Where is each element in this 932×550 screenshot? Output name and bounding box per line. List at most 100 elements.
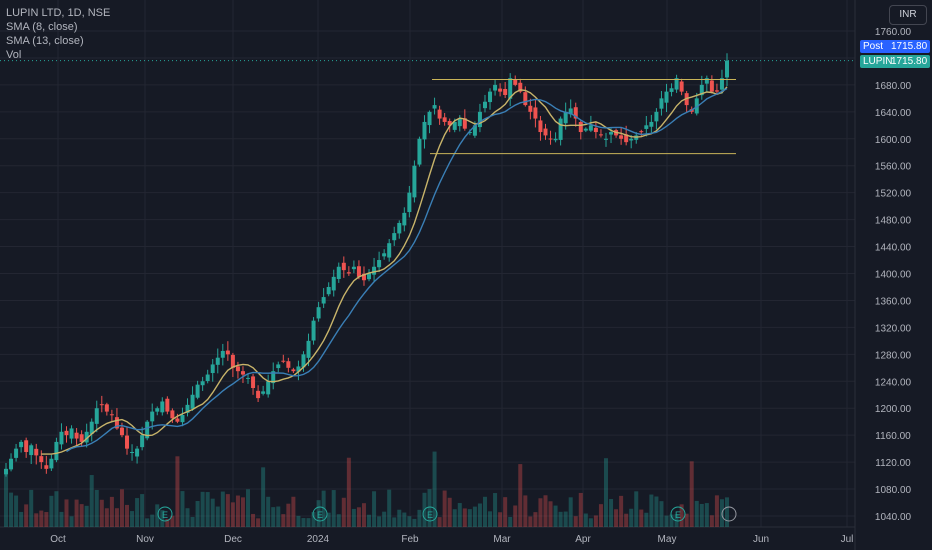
candle-body <box>44 465 49 469</box>
volume-bar <box>356 507 361 527</box>
candle-body <box>119 427 124 436</box>
volume-bar <box>246 489 251 527</box>
volume-bar <box>493 493 498 527</box>
candle-body <box>190 394 195 409</box>
volume-bar <box>523 495 528 527</box>
earnings-letter: E <box>317 510 323 520</box>
chart-legend: LUPIN LTD, 1D, NSE SMA (8, close) SMA (1… <box>6 6 110 62</box>
volume-bar <box>251 513 256 527</box>
volume-bar <box>29 489 34 527</box>
symbol-title[interactable]: LUPIN LTD, 1D, NSE <box>6 7 111 19</box>
earnings-letter: E <box>675 510 681 520</box>
volume-bar <box>452 509 457 527</box>
earnings-marker-icon <box>157 506 173 522</box>
candle-body <box>558 118 563 140</box>
volume-bar <box>261 467 266 527</box>
volume-bar <box>215 506 220 527</box>
volume-bar <box>508 516 513 527</box>
candle-body <box>160 401 165 413</box>
candle-body <box>286 361 291 368</box>
candle-body <box>533 107 538 119</box>
volume-bar <box>24 504 29 527</box>
candle-body <box>49 458 54 469</box>
sma13-line <box>66 87 728 453</box>
volume-bar <box>392 517 397 527</box>
candle-body <box>674 78 679 90</box>
volume-bar <box>54 491 59 527</box>
earnings-letter: E <box>162 510 168 520</box>
candle-body <box>377 260 382 268</box>
volume-bar <box>528 516 533 527</box>
candle-body <box>195 384 200 398</box>
volume-bar <box>629 508 634 527</box>
lupin-label: LUPIN <box>863 56 893 67</box>
y-tick-label: 1520.00 <box>875 189 912 200</box>
volume-bar <box>180 491 185 527</box>
candle-body <box>200 381 205 386</box>
candle-body <box>669 88 674 92</box>
volume-bar <box>538 498 543 527</box>
candle-body <box>356 266 361 277</box>
candle-body <box>225 350 230 355</box>
candle-body <box>568 108 573 115</box>
volume-bar <box>210 498 215 527</box>
volume-bar <box>457 503 462 527</box>
volume-bar <box>694 500 699 527</box>
volume-bar <box>725 497 729 527</box>
volume-bar <box>387 489 392 527</box>
candle-body <box>84 431 89 443</box>
candle-body <box>125 435 130 449</box>
candle-body <box>417 138 422 165</box>
candle-body <box>477 111 482 128</box>
candle-body <box>109 414 114 416</box>
candle-body <box>538 120 543 133</box>
candle-body <box>130 452 135 454</box>
volume-bar <box>135 498 140 527</box>
candle-body <box>220 350 225 358</box>
candle-body <box>230 354 235 368</box>
volume-bar <box>462 508 467 527</box>
volume-bar <box>79 504 84 527</box>
candle-body <box>548 138 553 140</box>
candle-body <box>104 404 109 412</box>
volume-bar <box>447 497 452 527</box>
indicator-vol[interactable]: Vol <box>6 49 22 61</box>
candle-body <box>442 117 447 122</box>
candle-body <box>462 118 467 129</box>
y-tick-label: 1080.00 <box>875 485 912 496</box>
volume-bar <box>649 494 654 527</box>
candle-body <box>563 111 568 124</box>
candle-body <box>94 408 99 424</box>
volume-bar <box>679 504 684 527</box>
candle-body <box>301 354 306 368</box>
candle-body <box>704 78 709 84</box>
volume-bar <box>361 503 366 527</box>
candle-body <box>644 125 649 129</box>
volume-bar <box>598 504 603 527</box>
candle-body <box>578 122 583 133</box>
candle-body <box>29 445 34 456</box>
volume-bar <box>140 494 145 527</box>
volume-bar <box>321 490 326 527</box>
candle-body <box>74 432 79 439</box>
candle-body <box>493 84 498 91</box>
volume-bar <box>205 492 210 527</box>
candle-body <box>145 421 150 439</box>
candle-body <box>246 377 251 379</box>
currency-button[interactable]: INR <box>889 5 927 25</box>
volume-bar <box>326 512 331 527</box>
volume-bar <box>644 512 649 527</box>
candle-body <box>387 243 392 258</box>
volume-bar <box>427 489 432 527</box>
candle-body <box>482 101 487 109</box>
volume-bar <box>563 511 568 527</box>
candle-body <box>79 434 84 442</box>
volume-bar <box>200 491 205 527</box>
candle-body <box>488 91 493 103</box>
indicator-sma13[interactable]: SMA (13, close) <box>6 35 84 47</box>
indicator-sma8[interactable]: SMA (8, close) <box>6 21 78 33</box>
volume-bar <box>477 503 482 527</box>
volume-bar <box>94 489 99 527</box>
candle-body <box>89 421 94 435</box>
